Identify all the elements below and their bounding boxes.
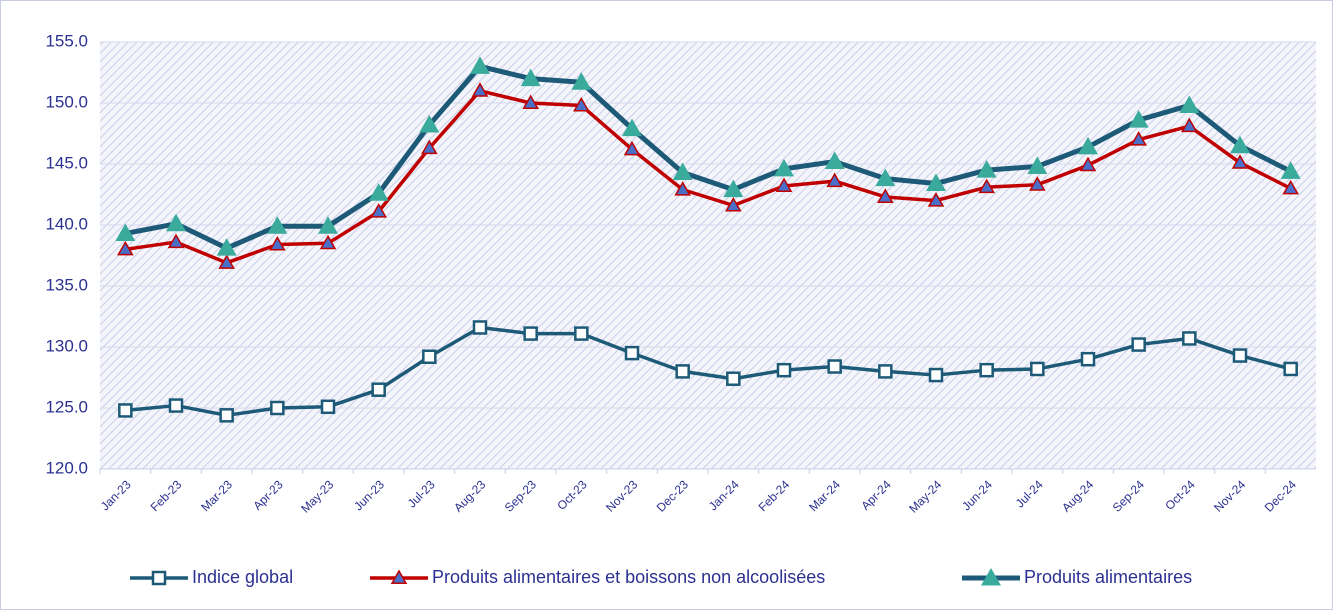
data-point [725, 196, 742, 212]
data-point [471, 82, 489, 97]
data-point [522, 94, 539, 109]
data-point [118, 403, 133, 418]
series-line [124, 63, 1292, 251]
data-point [623, 140, 641, 156]
data-point [723, 179, 744, 198]
data-point [1078, 136, 1098, 155]
data-point [571, 72, 592, 90]
data-point [470, 56, 490, 74]
y-tick-label: 145.0 [45, 153, 88, 172]
data-point [774, 158, 794, 177]
y-tick-label: 125.0 [45, 397, 88, 416]
data-point [1231, 154, 1249, 169]
data-point [168, 398, 184, 413]
data-point [674, 181, 691, 196]
data-point [320, 399, 336, 415]
data-point [523, 326, 538, 341]
data-point [371, 382, 386, 397]
data-point [775, 177, 793, 192]
data-point [824, 151, 845, 170]
data-point [117, 240, 134, 256]
y-tick-label: 155.0 [45, 31, 88, 50]
data-point [826, 172, 843, 188]
y-tick-label: 150.0 [45, 92, 88, 111]
data-point [1080, 351, 1096, 367]
data-point [574, 326, 589, 341]
data-point [1029, 176, 1046, 191]
data-point [1130, 131, 1147, 146]
data-point [421, 139, 438, 155]
data-point [368, 183, 389, 201]
data-point [166, 213, 186, 232]
data-point [419, 114, 440, 133]
data-point [167, 233, 185, 249]
plot-area [100, 42, 1316, 469]
data-point [675, 364, 690, 379]
data-point [1182, 331, 1197, 346]
data-point [318, 216, 338, 234]
data-point [928, 367, 944, 383]
data-point [269, 236, 286, 251]
data-point [1230, 135, 1250, 154]
legend-label: Produits alimentaires [1024, 567, 1192, 587]
data-point [926, 173, 946, 192]
data-point [1131, 337, 1146, 352]
data-point [877, 188, 894, 203]
y-tick-label: 130.0 [45, 336, 88, 355]
data-point [1030, 361, 1045, 377]
data-point [624, 345, 640, 361]
data-point [1179, 95, 1200, 113]
data-point [115, 223, 136, 242]
data-point [1027, 156, 1048, 174]
data-point [622, 118, 642, 137]
legend-label: Produits alimentaires et boissons non al… [432, 567, 825, 587]
legend-marker [390, 569, 408, 584]
data-point [1283, 361, 1298, 377]
series-line [125, 89, 1292, 265]
data-point [216, 238, 237, 256]
y-tick-label: 135.0 [45, 275, 88, 294]
data-point [878, 364, 893, 379]
data-point [270, 400, 285, 416]
data-point [1181, 117, 1198, 133]
data-point [776, 362, 792, 378]
data-point [218, 254, 235, 269]
data-point [827, 359, 842, 374]
data-point [979, 362, 994, 378]
data-point [1128, 110, 1149, 128]
legend-marker [981, 568, 1001, 586]
data-point [1280, 161, 1301, 179]
data-point [422, 349, 437, 365]
data-point [1079, 156, 1097, 172]
data-point [319, 234, 337, 250]
data-point [573, 96, 590, 112]
data-point [726, 371, 741, 386]
data-point [875, 168, 896, 187]
data-point [472, 320, 488, 335]
y-tick-label: 120.0 [45, 458, 88, 477]
data-point [267, 216, 288, 234]
legend-marker [151, 570, 167, 586]
data-point [927, 192, 945, 207]
data-point [520, 68, 541, 87]
legend-label: Indice global [192, 567, 293, 587]
y-tick-label: 140.0 [45, 214, 88, 233]
data-point [672, 162, 693, 181]
data-point [219, 408, 234, 423]
data-point [976, 160, 997, 178]
data-point [370, 203, 387, 218]
data-point [1232, 348, 1248, 363]
series-line [125, 325, 1292, 418]
data-point [1282, 179, 1299, 195]
data-point [978, 178, 995, 194]
